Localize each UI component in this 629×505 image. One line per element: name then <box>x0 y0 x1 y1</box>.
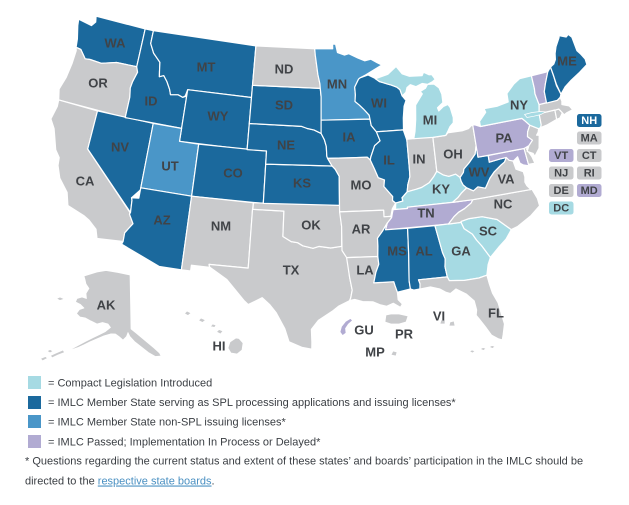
svg-text:GU: GU <box>354 323 374 338</box>
svg-text:MS: MS <box>387 244 407 259</box>
svg-text:MN: MN <box>327 77 347 92</box>
svg-text:MO: MO <box>351 178 372 193</box>
svg-text:IL: IL <box>383 153 395 168</box>
svg-text:DC: DC <box>553 203 569 215</box>
svg-text:AR: AR <box>352 222 371 237</box>
svg-text:WI: WI <box>371 96 387 111</box>
svg-text:CT: CT <box>582 150 597 162</box>
svg-text:KY: KY <box>432 182 450 197</box>
svg-text:NJ: NJ <box>554 168 568 180</box>
svg-text:TN: TN <box>417 206 434 221</box>
svg-text:= Compact Legislation Introduc: = Compact Legislation Introduced <box>48 377 212 389</box>
svg-text:VI: VI <box>433 309 445 324</box>
svg-text:AL: AL <box>415 244 432 259</box>
svg-text:ID: ID <box>145 94 158 109</box>
svg-text:RI: RI <box>584 168 595 180</box>
svg-text:CO: CO <box>223 166 243 181</box>
svg-text:IA: IA <box>343 130 357 145</box>
svg-text:AK: AK <box>97 298 116 313</box>
svg-text:= IMLC Member State non-SPL is: = IMLC Member State non-SPL issuing lice… <box>48 417 286 429</box>
svg-text:MA: MA <box>581 133 598 145</box>
svg-text:LA: LA <box>356 263 374 278</box>
svg-text:HI: HI <box>213 339 226 354</box>
svg-text:OR: OR <box>88 76 108 91</box>
svg-text:SD: SD <box>275 98 293 113</box>
svg-text:WA: WA <box>105 36 127 51</box>
svg-text:VT: VT <box>554 150 568 162</box>
svg-text:AZ: AZ <box>153 213 170 228</box>
svg-text:* Questions regarding the curr: * Questions regarding the current status… <box>25 456 583 468</box>
svg-text:UT: UT <box>161 159 178 174</box>
svg-text:IN: IN <box>413 152 426 167</box>
svg-text:= IMLC Member State serving as: = IMLC Member State serving as SPL proce… <box>48 397 456 409</box>
svg-text:FL: FL <box>488 306 504 321</box>
svg-text:MT: MT <box>197 60 216 75</box>
svg-text:NV: NV <box>111 140 129 155</box>
svg-text:DE: DE <box>554 185 569 197</box>
svg-text:ME: ME <box>557 54 577 69</box>
svg-text:KS: KS <box>293 176 311 191</box>
svg-text:NE: NE <box>277 138 295 153</box>
svg-text:WY: WY <box>208 109 229 124</box>
svg-text:OK: OK <box>301 218 321 233</box>
svg-text:PR: PR <box>395 327 414 342</box>
svg-text:NY: NY <box>510 98 528 113</box>
svg-text:MD: MD <box>581 185 598 197</box>
svg-text:OH: OH <box>443 147 463 162</box>
svg-text:NH: NH <box>581 115 597 127</box>
svg-text:MP: MP <box>365 345 385 360</box>
svg-text:NM: NM <box>211 219 231 234</box>
svg-text:PA: PA <box>495 131 513 146</box>
svg-text:NC: NC <box>494 197 513 212</box>
svg-text:VA: VA <box>497 172 515 187</box>
svg-text:TX: TX <box>283 263 300 278</box>
svg-text:WV: WV <box>469 165 490 180</box>
svg-text:ND: ND <box>275 62 294 77</box>
svg-text:= IMLC Passed; Implementation: = IMLC Passed; Implementation In Process… <box>48 436 321 448</box>
svg-text:SC: SC <box>479 224 498 239</box>
svg-text:CA: CA <box>76 174 95 189</box>
svg-text:GA: GA <box>451 244 471 259</box>
svg-text:MI: MI <box>423 113 437 128</box>
svg-text:directed to the respective sta: directed to the respective state boards. <box>25 476 215 488</box>
